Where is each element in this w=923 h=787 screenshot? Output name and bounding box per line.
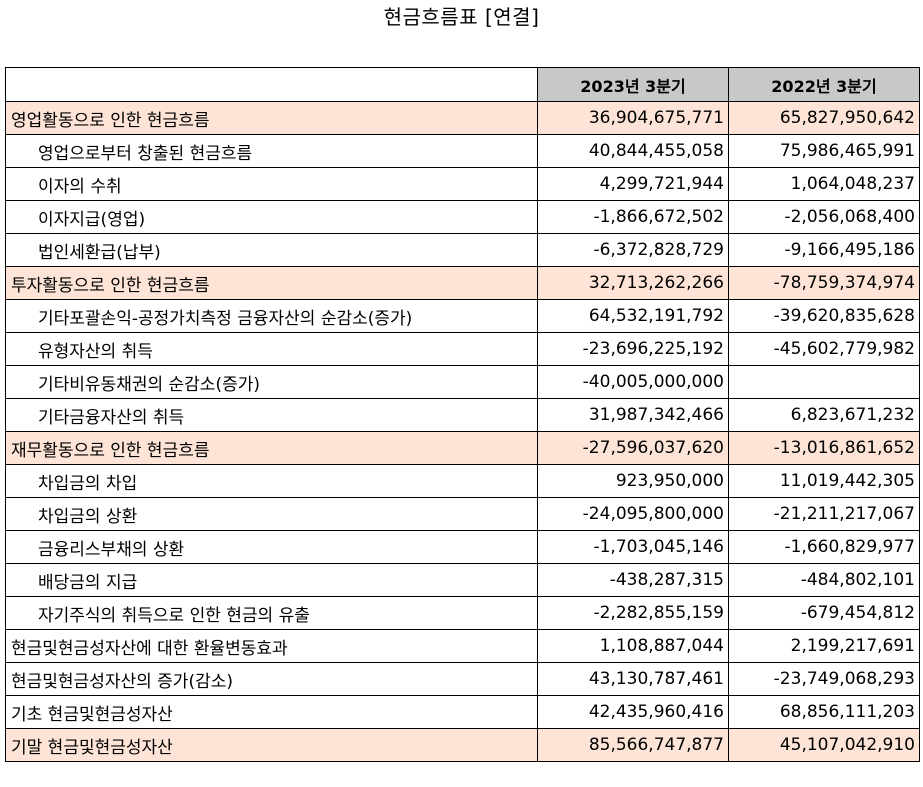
row-label: 기타비유동채권의 순감소(증가): [5, 365, 538, 399]
table-row: 기초 현금및현금성자산 42,435,960,416 68,856,111,203: [5, 695, 920, 729]
table-row: 재무활동으로 인한 현금흐름 -27,596,037,620 -13,016,861…: [5, 431, 920, 465]
row-label: 차입금의 차입: [5, 464, 538, 498]
table-row: 이자의 수취 4,299,721,944 1,064,048,237: [5, 167, 920, 201]
value-2022-q3: -1,660,829,977: [728, 530, 920, 564]
value-2023-q3: 36,904,675,771: [537, 101, 729, 135]
row-label: 기타금융자산의 취득: [5, 398, 538, 432]
value-2023-q3: 1,108,887,044: [537, 629, 729, 663]
value-2022-q3: -2,056,068,400: [728, 200, 920, 234]
value-2023-q3: 923,950,000: [537, 464, 729, 498]
header-2023-q3: 2023년 3분기: [537, 67, 729, 102]
row-label: 차입금의 상환: [5, 497, 538, 531]
row-label: 법인세환급(납부): [5, 233, 538, 267]
value-2022-q3: -23,749,068,293: [728, 662, 920, 696]
value-2023-q3: -24,095,800,000: [537, 497, 729, 531]
value-2023-q3: -438,287,315: [537, 563, 729, 597]
page-title: 현금흐름표 [연결]: [383, 5, 540, 29]
value-2023-q3: 32,713,262,266: [537, 266, 729, 300]
value-2022-q3: 68,856,111,203: [728, 695, 920, 729]
header-label-cell: [5, 67, 538, 102]
table-row: 금융리스부채의 상환 -1,703,045,146 -1,660,829,977: [5, 530, 920, 564]
table-row: 유형자산의 취득 -23,696,225,192 -45,602,779,982: [5, 332, 920, 366]
table-row: 차입금의 상환 -24,095,800,000 -21,211,217,067: [5, 497, 920, 531]
value-2022-q3: 11,019,442,305: [728, 464, 920, 498]
table-row: 기타포괄손익-공정가치측정 금융자산의 순감소(증가) 64,532,191,79…: [5, 299, 920, 333]
value-2023-q3: -23,696,225,192: [537, 332, 729, 366]
value-2023-q3: 42,435,960,416: [537, 695, 729, 729]
value-2023-q3: -1,703,045,146: [537, 530, 729, 564]
value-2022-q3: 75,986,465,991: [728, 134, 920, 168]
row-label: 현금및현금성자산의 증가(감소): [5, 662, 538, 696]
row-label: 배당금의 지급: [5, 563, 538, 597]
value-2022-q3: [728, 365, 920, 399]
value-2023-q3: -27,596,037,620: [537, 431, 729, 465]
row-label: 이자의 수취: [5, 167, 538, 201]
value-2023-q3: 64,532,191,792: [537, 299, 729, 333]
table-row: 자기주식의 취득으로 인한 현금의 유출 -2,282,855,159 -679,4…: [5, 596, 920, 630]
table-row: 배당금의 지급 -438,287,315 -484,802,101: [5, 563, 920, 597]
value-2023-q3: -1,866,672,502: [537, 200, 729, 234]
row-label: 기초 현금및현금성자산: [5, 695, 538, 729]
value-2023-q3: 31,987,342,466: [537, 398, 729, 432]
value-2023-q3: 4,299,721,944: [537, 167, 729, 201]
table-row: 영업으로부터 창출된 현금흐름 40,844,455,058 75,986,465,…: [5, 134, 920, 168]
row-label: 영업으로부터 창출된 현금흐름: [5, 134, 538, 168]
table-row: 기타비유동채권의 순감소(증가) -40,005,000,000: [5, 365, 920, 399]
value-2022-q3: -78,759,374,974: [728, 266, 920, 300]
header-2022-q3: 2022년 3분기: [728, 67, 920, 102]
value-2022-q3: 2,199,217,691: [728, 629, 920, 663]
value-2022-q3: 65,827,950,642: [728, 101, 920, 135]
table-row: 현금및현금성자산의 증가(감소) 43,130,787,461 -23,749,06…: [5, 662, 920, 696]
value-2022-q3: -39,620,835,628: [728, 299, 920, 333]
value-2022-q3: -13,016,861,652: [728, 431, 920, 465]
row-label: 영업활동으로 인한 현금흐름: [5, 101, 538, 135]
table-row: 차입금의 차입 923,950,000 11,019,442,305: [5, 464, 920, 498]
value-2023-q3: -40,005,000,000: [537, 365, 729, 399]
row-label: 이자지급(영업): [5, 200, 538, 234]
table-row: 영업활동으로 인한 현금흐름 36,904,675,771 65,827,950,6…: [5, 101, 920, 135]
value-2023-q3: -2,282,855,159: [537, 596, 729, 630]
value-2022-q3: 45,107,042,910: [728, 728, 920, 762]
table-row: 현금및현금성자산에 대한 환율변동효과 1,108,887,044 2,199,21…: [5, 629, 920, 663]
row-label: 금융리스부채의 상환: [5, 530, 538, 564]
value-2022-q3: 1,064,048,237: [728, 167, 920, 201]
table-row: 법인세환급(납부) -6,372,828,729 -9,166,495,186: [5, 233, 920, 267]
value-2023-q3: -6,372,828,729: [537, 233, 729, 267]
cash-flow-table: 2023년 3분기 2022년 3분기 영업활동으로 인한 현금흐름 36,904…: [5, 67, 920, 762]
row-label: 기말 현금및현금성자산: [5, 728, 538, 762]
table-row: 기말 현금및현금성자산 85,566,747,877 45,107,042,910: [5, 728, 920, 762]
value-2023-q3: 40,844,455,058: [537, 134, 729, 168]
row-label: 재무활동으로 인한 현금흐름: [5, 431, 538, 465]
row-label: 현금및현금성자산에 대한 환율변동효과: [5, 629, 538, 663]
value-2023-q3: 85,566,747,877: [537, 728, 729, 762]
table-header-row: 2023년 3분기 2022년 3분기: [5, 67, 920, 102]
value-2022-q3: -9,166,495,186: [728, 233, 920, 267]
value-2022-q3: 6,823,671,232: [728, 398, 920, 432]
table-row: 이자지급(영업) -1,866,672,502 -2,056,068,400: [5, 200, 920, 234]
value-2022-q3: -679,454,812: [728, 596, 920, 630]
row-label: 투자활동으로 인한 현금흐름: [5, 266, 538, 300]
value-2022-q3: -484,802,101: [728, 563, 920, 597]
table-body: 영업활동으로 인한 현금흐름 36,904,675,771 65,827,950,6…: [5, 101, 920, 762]
table-row: 투자활동으로 인한 현금흐름 32,713,262,266 -78,759,374,…: [5, 266, 920, 300]
table-row: 기타금융자산의 취득 31,987,342,466 6,823,671,232: [5, 398, 920, 432]
row-label: 자기주식의 취득으로 인한 현금의 유출: [5, 596, 538, 630]
row-label: 유형자산의 취득: [5, 332, 538, 366]
value-2022-q3: -45,602,779,982: [728, 332, 920, 366]
row-label: 기타포괄손익-공정가치측정 금융자산의 순감소(증가): [5, 299, 538, 333]
value-2022-q3: -21,211,217,067: [728, 497, 920, 531]
value-2023-q3: 43,130,787,461: [537, 662, 729, 696]
